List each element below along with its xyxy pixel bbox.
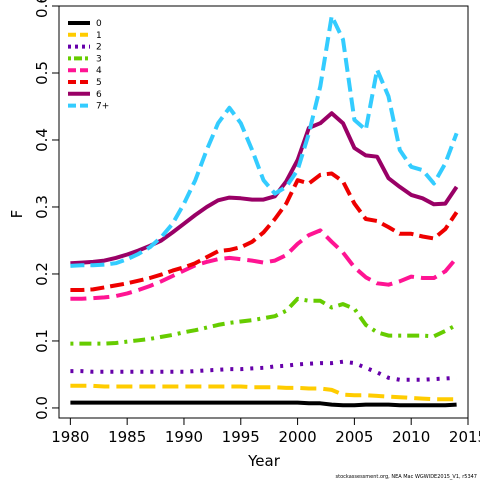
- y-tick-label-2: 0.2: [33, 262, 51, 286]
- legend-label-1: 1: [96, 31, 102, 41]
- y-tick-label-6: 0.6: [33, 0, 51, 18]
- series-line-1: [70, 383, 457, 402]
- x-tick-label-5: 2005: [335, 428, 373, 446]
- series-line-3: [70, 296, 458, 346]
- y-tick-label-3: 0.3: [33, 195, 51, 219]
- legend-label-2: 2: [96, 43, 102, 53]
- legend-label-6: 6: [96, 90, 102, 100]
- y-tick-label-1: 0.1: [33, 329, 51, 353]
- axes: 198019851990199520002005201020150.00.10.…: [33, 0, 480, 446]
- series-line-7: [70, 14, 459, 268]
- legend-label-7: 7+: [96, 102, 109, 112]
- legend-label-3: 3: [96, 54, 102, 64]
- series-line-4: [70, 228, 459, 301]
- legend-label-5: 5: [96, 78, 102, 88]
- x-tick-label-7: 2015: [449, 428, 480, 446]
- series-line-0: [70, 400, 457, 408]
- x-tick-label-0: 1980: [51, 428, 89, 446]
- y-tick-label-0: 0.0: [33, 396, 51, 420]
- legend-label-4: 4: [96, 66, 102, 76]
- series-line-5: [70, 171, 459, 292]
- x-tick-label-6: 2010: [392, 428, 430, 446]
- series-line-2: [70, 359, 457, 382]
- x-tick-label-1: 1985: [108, 428, 146, 446]
- y-tick-label-4: 0.4: [33, 128, 51, 152]
- y-tick-label-5: 0.5: [33, 61, 51, 85]
- legend-label-0: 0: [96, 19, 102, 29]
- footnote: stockassessment.org, NEA Mac WGWIDE2015_…: [336, 474, 477, 480]
- y-axis-title: F: [8, 210, 26, 219]
- series-line-6: [70, 111, 459, 266]
- x-axis-title: Year: [247, 452, 281, 470]
- x-tick-label-2: 1990: [165, 428, 203, 446]
- series-lines: [70, 14, 459, 408]
- x-tick-label-3: 1995: [222, 428, 260, 446]
- x-tick-label-4: 2000: [278, 428, 316, 446]
- plot-frame: [58, 5, 469, 419]
